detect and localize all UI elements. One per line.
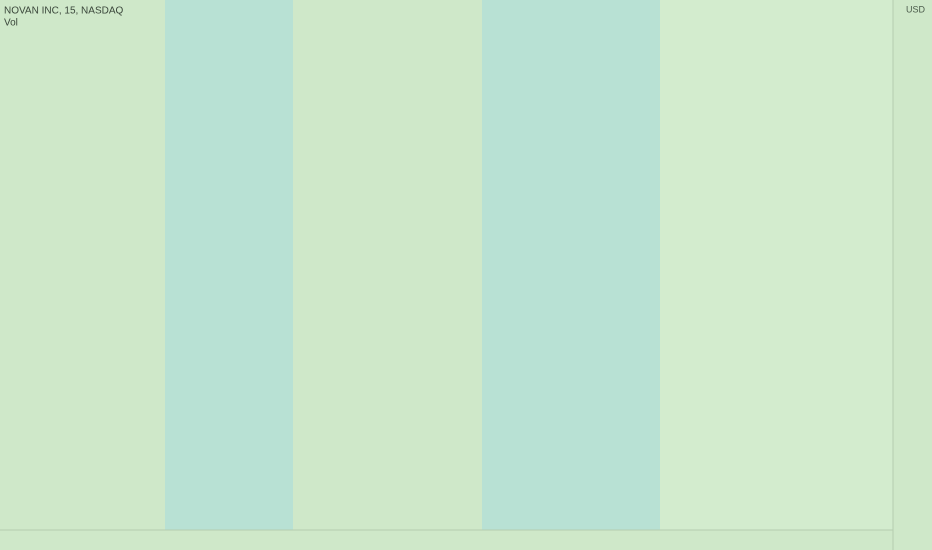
session-shade: [482, 0, 660, 530]
currency-label: USD: [906, 4, 926, 14]
session-shade: [165, 0, 293, 530]
chart-title: NOVAN INC, 15, NASDAQ: [4, 6, 124, 17]
volume-label: Vol: [4, 18, 18, 29]
future-area: [660, 0, 893, 530]
